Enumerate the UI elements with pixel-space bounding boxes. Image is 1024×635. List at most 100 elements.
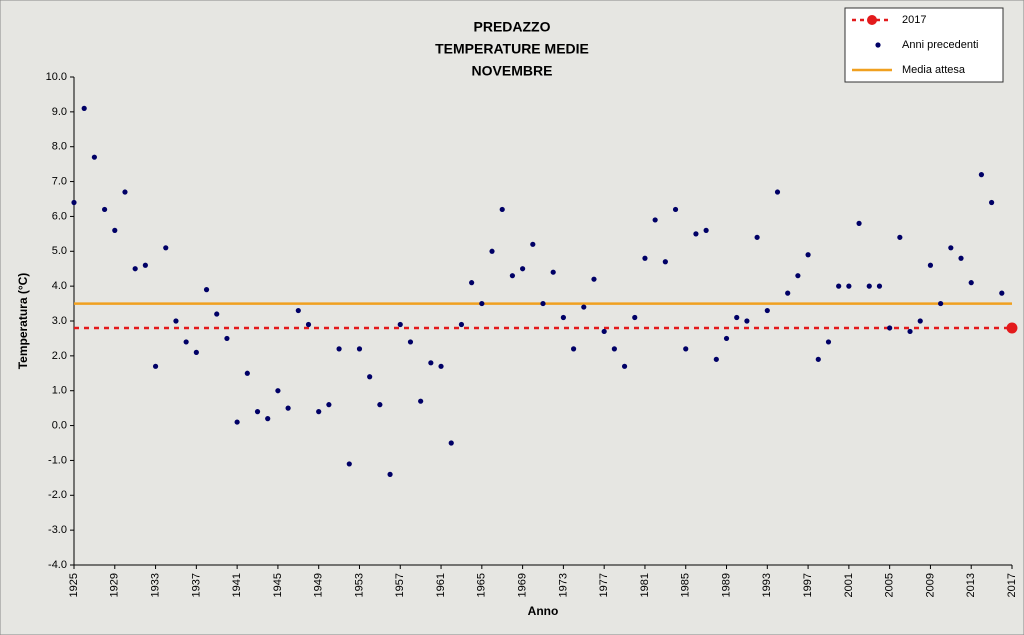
point — [407, 339, 414, 345]
point — [520, 266, 526, 272]
point — [275, 388, 281, 394]
point — [418, 398, 424, 404]
point — [489, 248, 495, 254]
point — [693, 231, 699, 237]
point — [917, 318, 923, 324]
point — [846, 283, 852, 289]
point — [866, 283, 872, 289]
point — [601, 328, 607, 335]
y-tick-label: 6.0 — [52, 210, 67, 222]
x-tick-label: 1945 — [272, 573, 284, 597]
y-tick-label: 5.0 — [52, 245, 67, 257]
point — [142, 262, 148, 268]
x-tick-label: 2013 — [965, 573, 977, 597]
point — [254, 409, 261, 415]
point — [530, 241, 536, 247]
y-tick-label: 1.0 — [52, 385, 67, 397]
point — [438, 363, 444, 369]
point — [122, 189, 128, 195]
point — [754, 234, 760, 240]
x-tick-label: 2009 — [924, 573, 936, 597]
x-tick-label: 1957 — [394, 573, 406, 597]
point — [509, 273, 516, 279]
point — [815, 356, 821, 362]
legend-swatch — [875, 42, 881, 48]
point — [479, 300, 485, 307]
point — [244, 370, 250, 376]
x-tick-label: 1929 — [109, 573, 121, 597]
point — [734, 314, 740, 321]
x-tick-label: 1989 — [720, 573, 732, 597]
point — [968, 280, 974, 286]
x-tick-label: 1937 — [190, 573, 202, 597]
point — [836, 283, 842, 289]
legend-label: 2017 — [902, 14, 926, 26]
point — [652, 217, 658, 223]
legend-swatch — [867, 15, 877, 25]
point — [428, 360, 434, 366]
point — [938, 300, 944, 307]
point — [224, 335, 230, 342]
point — [71, 199, 77, 206]
point — [397, 321, 403, 328]
point — [825, 339, 832, 345]
y-tick-label: 4.0 — [52, 280, 67, 292]
point — [285, 405, 291, 411]
point — [703, 227, 709, 233]
point — [805, 252, 811, 258]
x-tick-label: 1973 — [557, 573, 569, 597]
point — [173, 318, 179, 324]
point — [295, 307, 301, 314]
x-tick-label: 1933 — [149, 573, 161, 597]
legend-label: Anni precedenti — [902, 39, 978, 51]
point — [499, 206, 505, 213]
x-tick-label: 1949 — [313, 573, 325, 597]
x-tick-label: 1941 — [231, 573, 243, 597]
highlight-point — [1006, 322, 1018, 334]
chart-title: PREDAZZO — [474, 19, 551, 35]
point — [927, 262, 934, 268]
point — [713, 356, 719, 362]
point — [91, 154, 97, 160]
point — [570, 346, 577, 352]
point — [662, 259, 668, 265]
point — [774, 189, 781, 195]
point — [958, 255, 964, 261]
point — [316, 409, 322, 415]
chart-title: NOVEMBRE — [472, 63, 553, 79]
x-tick-label: 1997 — [802, 573, 814, 597]
legend-label: Media attesa — [902, 64, 966, 76]
point — [183, 339, 189, 345]
y-tick-label: 10.0 — [46, 71, 67, 83]
point — [989, 199, 995, 206]
point — [856, 220, 862, 226]
point — [897, 234, 903, 240]
x-tick-label: 1953 — [353, 573, 365, 597]
point — [356, 346, 363, 352]
point — [377, 402, 383, 408]
point — [764, 307, 770, 314]
point — [305, 321, 312, 328]
point — [795, 273, 801, 279]
point — [448, 440, 454, 446]
point — [203, 287, 210, 293]
x-tick-label: 2001 — [843, 573, 855, 597]
point — [152, 363, 159, 369]
point — [948, 245, 954, 251]
x-tick-label: 2017 — [1006, 573, 1018, 597]
point — [723, 335, 730, 342]
point — [458, 321, 465, 328]
point — [591, 276, 597, 282]
point — [581, 304, 587, 310]
point — [367, 374, 373, 380]
point — [101, 206, 108, 213]
point — [683, 346, 689, 352]
x-tick-label: 1981 — [639, 573, 651, 597]
point — [346, 461, 352, 467]
point — [112, 227, 118, 233]
point — [642, 255, 648, 261]
point — [132, 266, 138, 272]
point — [387, 471, 393, 477]
point — [632, 314, 638, 321]
